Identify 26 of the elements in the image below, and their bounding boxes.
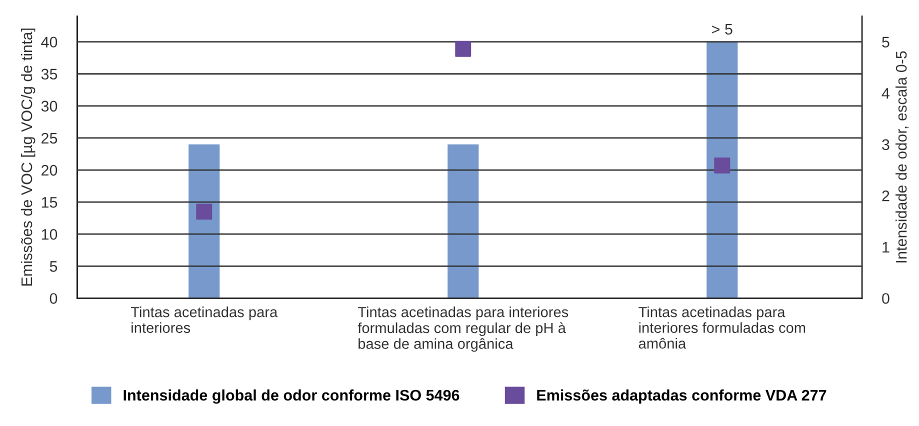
y-tick-label: 10: [42, 228, 58, 240]
y-tick-label: 15: [42, 197, 58, 208]
y-tick-label: 5: [50, 261, 58, 272]
y-tick-label: 25: [42, 132, 58, 144]
data-label: > 5: [712, 24, 732, 35]
y-axis-title: Emissões de VOC [µg VOC/g de tinta]: [20, 28, 36, 286]
x-tick-label: Tintas acetinadas para interiores: [130, 306, 278, 333]
legend-label: Intensidade global de odor conforme ISO 5496: [124, 389, 460, 404]
y-tick-label: 40: [41, 36, 58, 48]
y2-axis-title: Intensidade de odor, escala 0-5: [896, 51, 909, 262]
y-tick-label: 20: [42, 164, 58, 176]
y-tick-label: 30: [41, 100, 58, 112]
y2-tick-label: 2: [882, 190, 890, 202]
y2-tick-label: 1: [882, 242, 890, 252]
y-tick-label: 35: [41, 68, 58, 80]
point: [714, 158, 730, 174]
point: [455, 40, 472, 57]
x-tick-label: Tintas acetinadas para interiores formuladas com regular de pH à base de amina orgânica: [358, 306, 568, 352]
x-tick-label: Tintas acetinadas para interiores formuladas com amônia: [638, 306, 806, 349]
legend-label: Emissões adaptadas conforme VDA 277: [537, 389, 826, 404]
y2-tick-label: 3: [882, 139, 890, 150]
y2-tick-label: 5: [882, 36, 890, 48]
y-tick-label: 0: [50, 293, 58, 304]
point: [196, 204, 212, 220]
y2-tick-label: 4: [882, 88, 890, 99]
y2-tick-label: 0: [882, 293, 890, 304]
